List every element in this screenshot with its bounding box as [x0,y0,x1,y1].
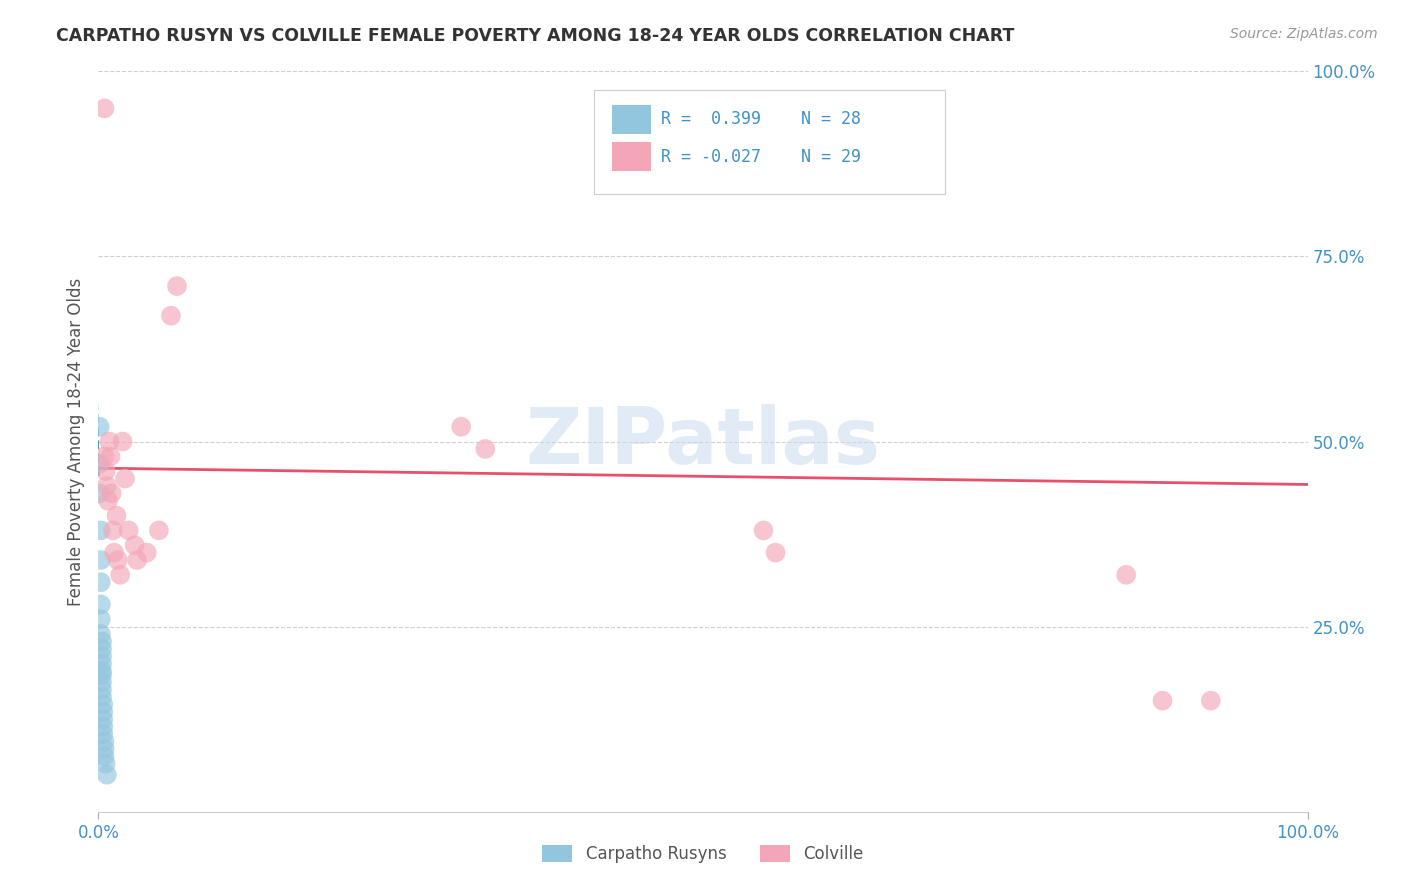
Point [765,546,787,560]
Point [91,682,114,697]
Point [90,598,112,612]
Point [127,553,149,567]
Point [124,538,146,552]
Bar [613,143,651,170]
Point [108,567,131,582]
Point [114,471,136,485]
Point [135,546,157,560]
Point [450,419,472,434]
Point [91,649,114,664]
Point [93,741,115,756]
Point [91,690,114,704]
Legend: Carpatho Rusyns, Colville: Carpatho Rusyns, Colville [536,838,870,870]
Point [96,767,118,781]
Text: Source: ZipAtlas.com: Source: ZipAtlas.com [1230,27,1378,41]
Text: R = -0.027    N = 29: R = -0.027 N = 29 [661,147,860,166]
Point [90,575,112,590]
Point [100,450,122,464]
Text: ZIPatlas: ZIPatlas [526,403,880,480]
Point [474,442,496,456]
Point [105,508,128,523]
Y-axis label: Female Poverty Among 18-24 Year Olds: Female Poverty Among 18-24 Year Olds [66,277,84,606]
Point [101,524,124,538]
Point [91,667,114,681]
Point [91,675,114,690]
FancyBboxPatch shape [595,90,945,194]
Point [91,698,114,712]
Point [97,493,120,508]
Point [91,657,114,671]
Point [91,712,114,726]
Point [166,279,188,293]
Point [91,641,114,656]
Point [91,720,114,734]
Text: CARPATHO RUSYN VS COLVILLE FEMALE POVERTY AMONG 18-24 YEAR OLDS CORRELATION CHAR: CARPATHO RUSYN VS COLVILLE FEMALE POVERT… [56,27,1015,45]
Point [94,464,117,478]
Point [89,486,111,500]
Point [93,749,115,764]
Point [94,756,117,771]
Point [107,553,129,567]
Point [1152,694,1174,708]
Point [100,486,122,500]
Point [90,612,112,626]
Point [89,419,111,434]
Point [93,450,115,464]
Point [98,434,121,449]
Point [111,434,134,449]
Point [96,479,118,493]
Point [90,524,112,538]
Point [1115,567,1137,582]
Point [103,546,125,560]
Point [91,727,114,741]
Text: R =  0.399    N = 28: R = 0.399 N = 28 [661,111,860,128]
Point [89,457,111,471]
Bar [613,105,651,134]
Point [91,664,114,678]
Point [90,627,112,641]
Point [91,634,114,648]
Point [148,524,170,538]
Point [91,705,114,719]
Point [90,553,112,567]
Point [1199,694,1222,708]
Point [160,309,183,323]
Point [93,734,115,748]
Point [118,524,141,538]
Point [93,102,115,116]
Point [752,524,775,538]
